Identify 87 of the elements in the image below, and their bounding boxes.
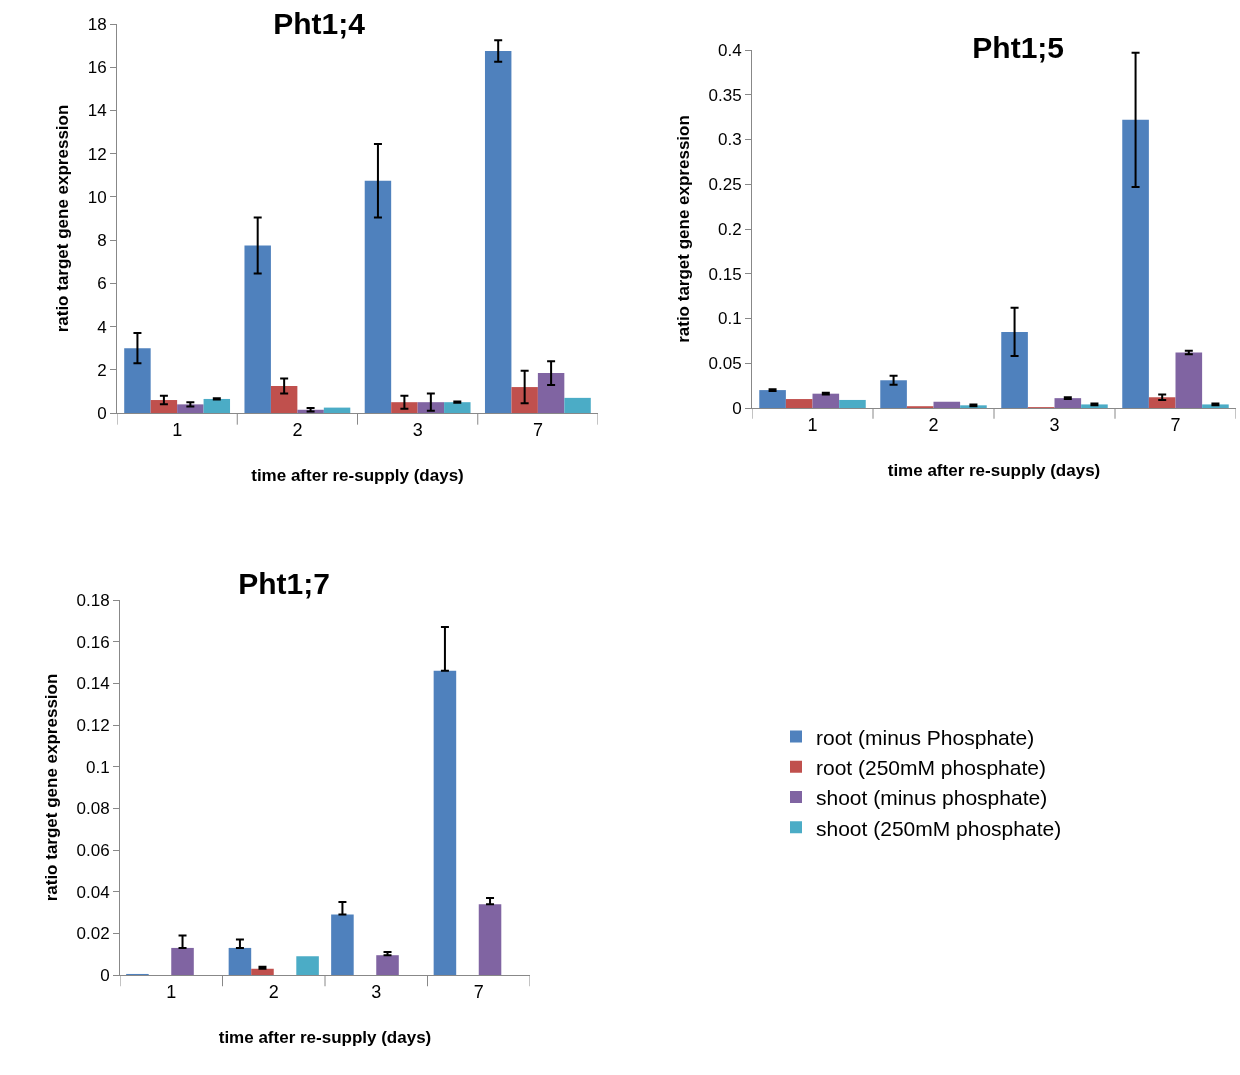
bar bbox=[759, 390, 786, 408]
y-axis-title: ratio target gene expression bbox=[42, 673, 62, 902]
y-tick-label: 12 bbox=[87, 144, 107, 164]
legend-label: root (250mM phosphate) bbox=[816, 755, 1046, 779]
legend-label: shoot (minus phosphate) bbox=[816, 786, 1048, 810]
y-tick-label: 0.18 bbox=[76, 590, 110, 610]
bar bbox=[171, 947, 194, 975]
bar bbox=[812, 393, 840, 408]
x-tick-label: 2 bbox=[292, 419, 303, 440]
x-tick-label: 3 bbox=[371, 981, 382, 1002]
y-tick-label: 6 bbox=[97, 274, 107, 294]
y-tick-label: 0.3 bbox=[717, 130, 742, 150]
bar bbox=[331, 914, 354, 975]
y-tick-label: 0.04 bbox=[76, 882, 110, 902]
bar bbox=[251, 968, 274, 975]
y-tick-label: 0.15 bbox=[708, 264, 742, 284]
bar bbox=[177, 404, 204, 413]
y-tick-label: 0.16 bbox=[76, 632, 110, 652]
y-tick-label: 18 bbox=[87, 14, 107, 34]
legend-label: shoot (250mM phosphate) bbox=[816, 816, 1062, 840]
y-tick-label: 0.4 bbox=[717, 40, 742, 60]
y-tick-label: 2 bbox=[97, 360, 107, 380]
x-axis-title: time after re-supply (days) bbox=[251, 466, 464, 485]
y-tick-label: 16 bbox=[87, 58, 107, 78]
chart-title: Pht1;4 bbox=[273, 7, 366, 41]
y-tick-label: 0 bbox=[732, 398, 742, 418]
bar bbox=[364, 180, 392, 413]
y-tick-label: 8 bbox=[97, 231, 107, 251]
y-tick-label: 0.05 bbox=[708, 354, 742, 374]
y-tick-label: 0.06 bbox=[76, 840, 110, 860]
bar bbox=[537, 373, 565, 413]
bar bbox=[323, 407, 351, 413]
x-tick-label: 7 bbox=[1170, 414, 1181, 435]
chart-title: Pht1;7 bbox=[238, 566, 330, 600]
bar bbox=[1001, 331, 1028, 408]
bar bbox=[1175, 352, 1203, 408]
bar bbox=[785, 399, 813, 408]
bar bbox=[478, 904, 502, 975]
y-tick-label: 0.2 bbox=[717, 219, 742, 239]
bar bbox=[124, 348, 151, 413]
x-axis-title: time after re-supply (days) bbox=[218, 1028, 432, 1047]
bar bbox=[1148, 397, 1176, 408]
y-tick-label: 10 bbox=[87, 187, 107, 207]
chart-title: Pht1;5 bbox=[972, 31, 1065, 65]
x-tick-label: 7 bbox=[473, 981, 484, 1002]
bar bbox=[484, 51, 512, 413]
bar bbox=[511, 387, 538, 413]
y-axis-title: ratio target gene expression bbox=[674, 115, 694, 343]
bar bbox=[880, 380, 907, 408]
y-tick-label: 0.12 bbox=[76, 715, 110, 735]
bar bbox=[1054, 398, 1082, 408]
x-tick-label: 1 bbox=[172, 419, 183, 440]
y-tick-label: 4 bbox=[97, 317, 107, 337]
x-tick-label: 1 bbox=[166, 981, 177, 1002]
y-tick-label: 14 bbox=[87, 101, 107, 121]
y-tick-label: 0.1 bbox=[85, 757, 110, 777]
x-axis-title: time after re-supply (days) bbox=[887, 461, 1101, 480]
bar bbox=[244, 245, 271, 413]
y-tick-label: 0.25 bbox=[708, 175, 742, 195]
bar bbox=[933, 401, 961, 408]
y-tick-label: 0.35 bbox=[708, 85, 742, 105]
bar bbox=[1122, 119, 1149, 408]
x-tick-label: 2 bbox=[268, 981, 279, 1002]
legend-label: root (minus Phosphate) bbox=[816, 725, 1035, 749]
y-tick-label: 0 bbox=[100, 965, 110, 985]
y-tick-label: 0.08 bbox=[76, 799, 110, 819]
y-tick-label: 0.14 bbox=[76, 674, 110, 694]
bar bbox=[444, 402, 471, 413]
bar bbox=[564, 397, 591, 413]
y-tick-label: 0 bbox=[97, 403, 107, 423]
x-tick-label: 3 bbox=[412, 419, 423, 440]
bar bbox=[376, 955, 399, 975]
x-tick-label: 3 bbox=[1049, 414, 1060, 435]
bar bbox=[296, 956, 319, 975]
x-tick-label: 7 bbox=[532, 419, 543, 440]
bar bbox=[433, 670, 457, 975]
y-tick-label: 0.1 bbox=[717, 309, 742, 329]
bar bbox=[203, 398, 231, 413]
bar bbox=[391, 402, 418, 413]
x-tick-label: 1 bbox=[807, 414, 818, 435]
y-tick-label: 0.02 bbox=[76, 924, 110, 944]
bar bbox=[270, 385, 298, 413]
y-axis-title: ratio target gene expression bbox=[53, 104, 73, 333]
x-tick-label: 2 bbox=[928, 414, 939, 435]
bar bbox=[839, 399, 866, 408]
bar bbox=[228, 947, 252, 975]
bar bbox=[150, 400, 178, 413]
